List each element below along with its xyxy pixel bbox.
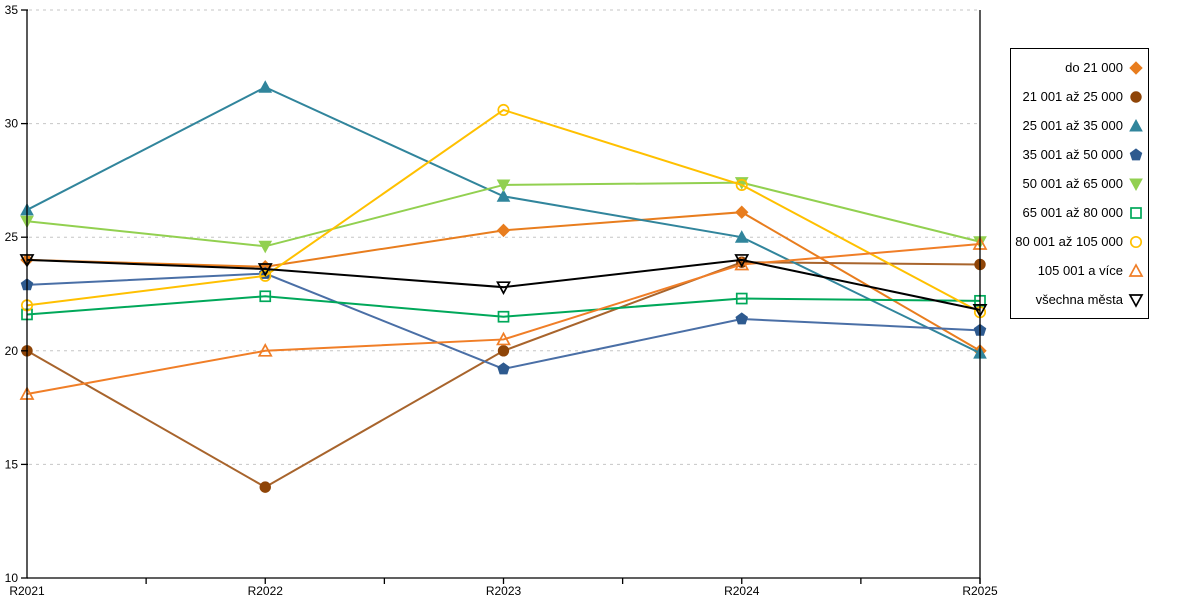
marker-65-001-az-80-000-R2022: [259, 290, 272, 303]
legend-marker-do-21-000: [1129, 60, 1143, 75]
marker-35-001-az-50-000-R2024: [735, 312, 749, 325]
marker-80-001-az-105-000-R2022: [259, 269, 272, 282]
marker-105-001-a-vice-R2022: [257, 343, 273, 357]
series-35-001-az-50-000: [20, 266, 987, 375]
triangle-down-marker-icon: [1129, 178, 1143, 191]
triangle-up-marker-icon: [1128, 262, 1144, 277]
x-axis-label-R2021: R2021: [9, 584, 45, 598]
y-axis-label-15: 15: [5, 457, 19, 471]
marker-65-001-az-80-000-R2024: [735, 292, 748, 305]
circle-marker-icon: [1129, 235, 1143, 248]
triangle-down-marker-icon: [1128, 293, 1144, 308]
marker-80-001-az-105-000-R2023: [497, 103, 510, 117]
legend-label-21-001-az-25-000: 21 001 až 25 000: [1022, 89, 1123, 104]
marker-105-001-a-vice-R2023: [496, 331, 511, 346]
x-axis-label-R2024: R2024: [724, 584, 760, 598]
series-65-001-az-80-000: [21, 290, 986, 323]
legend-marker-105-001-a-vice: [1128, 262, 1144, 277]
legend-label-25-001-az-35-000: 25 001 až 35 000: [1022, 118, 1123, 133]
legend-marker-25-001-az-35-000: [1129, 118, 1143, 131]
marker-80-001-az-105-000-R2024: [735, 178, 748, 191]
legend-item-65-001-az-80-000: 65 001 až 80 000: [1011, 205, 1148, 221]
legend-item-vsechna-mesta: všechna města: [1011, 292, 1148, 308]
marker-25-001-az-35-000-R2024: [734, 230, 749, 243]
chart-legend: do 21 000 21 001 až 25 000 25 001 až 35 00…: [1010, 48, 1149, 319]
y-axis-label-25: 25: [5, 230, 19, 244]
series-line-65-001-az-80-000: [26, 295, 981, 318]
series-line-vsechna-mesta: [26, 258, 981, 311]
square-marker-icon: [1130, 206, 1142, 219]
legend-label-105-001-a-vice: 105 001 a více: [1037, 263, 1123, 278]
marker-do-21-000-R2024: [735, 205, 749, 219]
circle-marker-icon: [1130, 90, 1142, 103]
legend-item-80-001-az-105-000: 80 001 až 105 000: [1011, 234, 1148, 250]
marker-50-001-az-65-000-R2023: [496, 179, 511, 192]
legend-item-35-001-az-50-000: 35 001 až 50 000: [1011, 147, 1148, 163]
x-axis-label-R2025: R2025: [962, 584, 998, 598]
y-axis-label-30: 30: [5, 117, 19, 131]
marker-105-001-a-vice-R2024: [734, 256, 750, 271]
legend-label-80-001-az-105-000: 80 001 až 105 000: [1015, 234, 1123, 249]
series-50-001-az-65-000: [20, 177, 987, 254]
y-axis-label-20: 20: [5, 344, 19, 358]
legend-label-do-21-000: do 21 000: [1065, 60, 1123, 75]
series-line-105-001-a-vice: [26, 243, 981, 395]
marker-vsechna-mesta-R2022: [257, 263, 273, 277]
marker-50-001-az-65-000-R2022: [258, 240, 273, 254]
marker-35-001-az-50-000-R2023: [497, 362, 510, 375]
legend-item-25-001-az-35-000: 25 001 až 35 000: [1011, 118, 1148, 134]
legend-label-65-001-az-80-000: 65 001 až 80 000: [1022, 205, 1123, 220]
marker-65-001-az-80-000-R2023: [497, 310, 510, 323]
series-line-25-001-az-35-000: [26, 86, 981, 354]
legend-item-do-21-000: do 21 000: [1011, 60, 1148, 76]
marker-do-21-000-R2023: [496, 223, 511, 238]
y-axis-label-10: 10: [5, 571, 19, 585]
legend-label-vsechna-mesta: všechna města: [1035, 292, 1123, 307]
series-21-001-az-25-000: [21, 256, 986, 493]
y-axis-label-35: 35: [5, 3, 19, 17]
series-vsechna-mesta: [19, 254, 988, 318]
x-axis-label-R2023: R2023: [486, 584, 522, 598]
legend-marker-65-001-az-80-000: [1130, 206, 1142, 219]
axes: 10 15 20 25 30 35 R2021 R2022 R2023 R2024 R2025: [5, 3, 998, 598]
legend-item-105-001-a-vice: 105 001 a více: [1011, 262, 1148, 279]
series-line-21-001-az-25-000: [26, 261, 981, 489]
marker-21-001-az-25-000-R2022: [259, 481, 271, 493]
series-line-80-001-az-105-000: [26, 108, 981, 314]
triangle-up-marker-icon: [1129, 118, 1143, 131]
legend-marker-50-001-az-65-000: [1129, 178, 1143, 191]
legend-item-21-001-az-25-000: 21 001 až 25 000: [1011, 89, 1148, 105]
marker-vsechna-mesta-R2024: [734, 254, 750, 268]
legend-label-50-001-az-65-000: 50 001 až 65 000: [1022, 176, 1123, 191]
legend-marker-80-001-az-105-000: [1129, 235, 1143, 248]
marker-25-001-az-35-000-R2023: [496, 189, 511, 202]
diamond-marker-icon: [1129, 60, 1143, 75]
marker-25-001-az-35-000-R2022: [258, 80, 273, 93]
x-axis-label-R2022: R2022: [248, 584, 284, 598]
legend-label-35-001-az-50-000: 35 001 až 50 000: [1022, 147, 1123, 162]
marker-21-001-az-25-000-R2023: [497, 345, 510, 357]
legend-marker-vsechna-mesta: [1128, 293, 1144, 308]
pentagon-marker-icon: [1129, 147, 1143, 160]
marker-vsechna-mesta-R2023: [496, 281, 511, 295]
legend-marker-21-001-az-25-000: [1130, 90, 1142, 103]
series-105-001-a-vice: [19, 236, 988, 400]
legend-marker-35-001-az-50-000: [1129, 147, 1143, 160]
legend-item-50-001-az-65-000: 50 001 až 65 000: [1011, 176, 1148, 192]
